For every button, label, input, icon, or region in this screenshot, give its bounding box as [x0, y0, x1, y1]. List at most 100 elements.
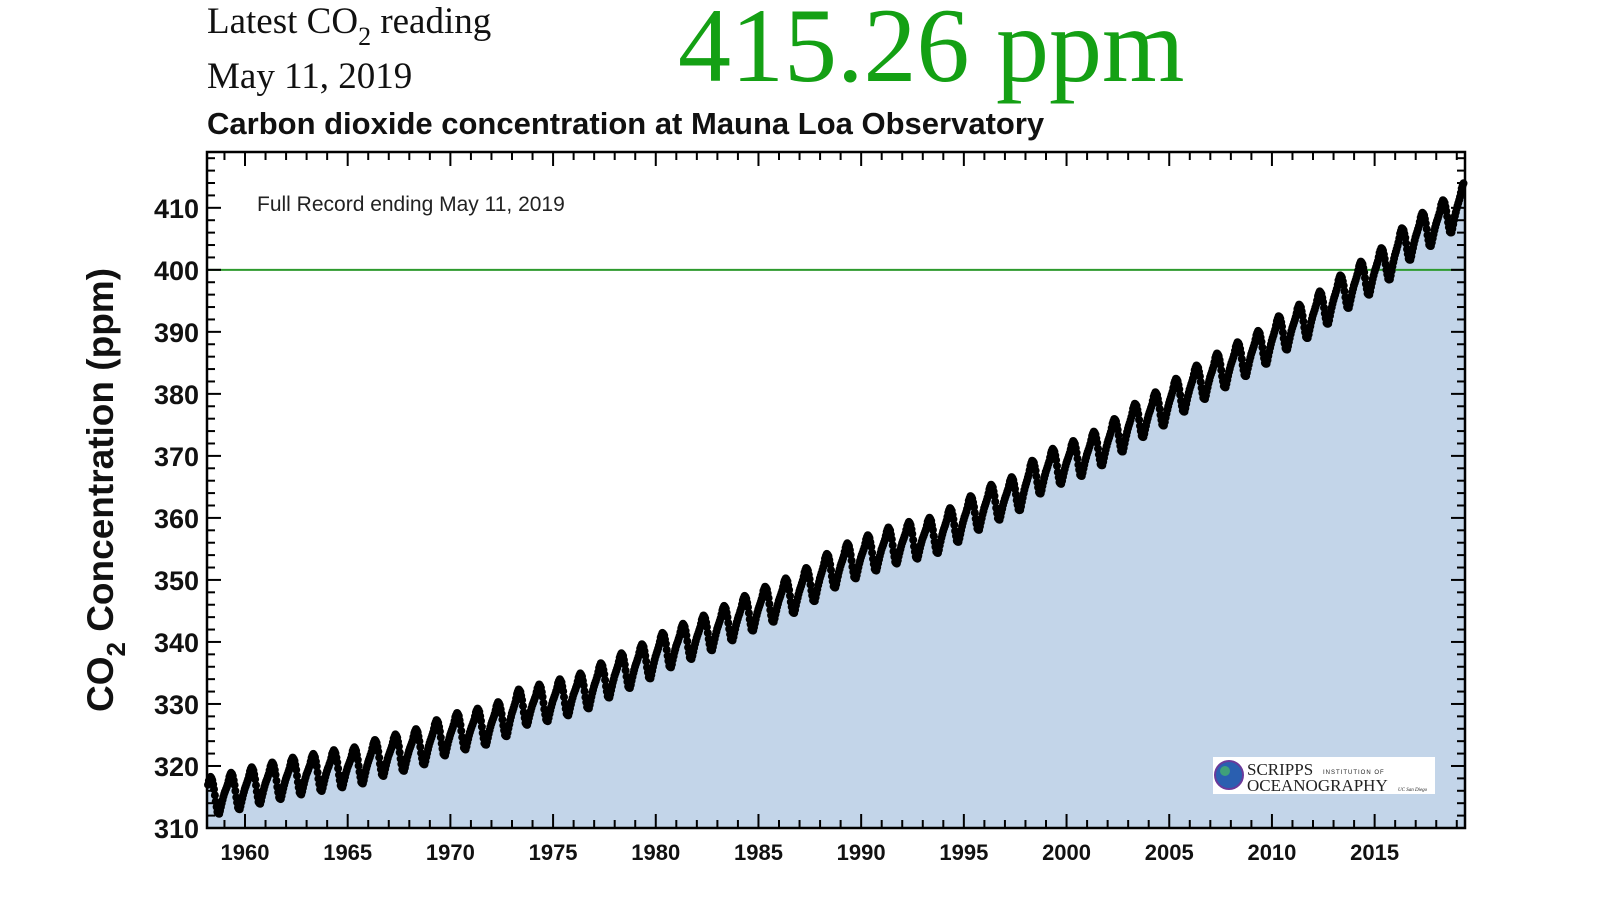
y-tick-label: 410	[154, 194, 199, 224]
data-point	[1340, 287, 1349, 296]
logo-line1: SCRIPPS	[1247, 760, 1313, 779]
data-point	[354, 761, 363, 770]
data-point	[970, 508, 979, 517]
data-point	[477, 722, 486, 731]
data-point	[929, 531, 938, 540]
data-point	[786, 591, 794, 600]
data-point	[908, 530, 917, 538]
data-point	[1176, 390, 1185, 399]
data-point	[231, 787, 240, 795]
latest-reading-date: May 11, 2019	[207, 56, 413, 97]
x-tick-label: 2000	[1042, 840, 1091, 865]
x-tick-label: 1980	[631, 840, 680, 865]
data-point	[744, 609, 753, 618]
data-point	[313, 768, 322, 777]
data-point	[621, 666, 630, 675]
data-point	[887, 535, 896, 544]
y-tick-label: 360	[154, 504, 199, 534]
x-tick-label: 1975	[529, 840, 578, 865]
data-point	[1053, 461, 1061, 470]
data-point	[724, 618, 733, 627]
data-point	[1032, 472, 1041, 481]
data-point	[1422, 225, 1431, 234]
data-point	[518, 696, 527, 705]
plot-frame	[205, 150, 1467, 830]
data-point	[416, 743, 425, 751]
data-point	[683, 637, 692, 646]
data-point	[251, 775, 260, 784]
logo-line2: OCEANOGRAPHY	[1247, 776, 1388, 795]
data-point	[846, 550, 855, 559]
data-point	[435, 727, 444, 736]
y-axis-label: CO2 Concentration (ppm)	[80, 268, 131, 712]
latest-label-text: Latest CO	[207, 1, 359, 42]
data-point	[1361, 274, 1369, 282]
data-point	[477, 716, 485, 725]
logo-line2-small: UC San Diego	[1398, 788, 1428, 793]
chart-title: Carbon dioxide concentration at Mauna Lo…	[207, 106, 1045, 141]
data-point	[1135, 415, 1144, 424]
x-tick-label: 1965	[323, 840, 372, 865]
data-point	[642, 657, 651, 666]
y-axis-label-subscript: 2	[101, 642, 131, 656]
y-tick-label: 340	[154, 628, 199, 658]
data-point	[292, 765, 301, 774]
data-point	[868, 548, 877, 557]
data-point	[991, 497, 1000, 506]
record-annotation: Full Record ending May 11, 2019	[257, 193, 565, 216]
data-point	[1278, 328, 1287, 337]
data-point	[252, 781, 260, 790]
data-point	[353, 755, 362, 764]
data-point	[1196, 377, 1205, 386]
data-point	[374, 747, 383, 756]
data-point	[272, 776, 281, 785]
data-point	[375, 753, 384, 762]
data-point	[539, 698, 548, 707]
x-tick-label: 1985	[734, 840, 783, 865]
data-point	[394, 742, 403, 751]
x-tick-label: 1990	[837, 840, 886, 865]
data-point	[888, 541, 897, 550]
y-axis-label-post: Concentration (ppm)	[80, 268, 121, 642]
data-point	[333, 758, 342, 767]
y-tick-label: 370	[154, 442, 199, 472]
data-point	[580, 687, 589, 696]
data-point	[950, 521, 959, 529]
y-tick-label: 320	[154, 752, 199, 782]
data-point	[662, 645, 671, 654]
data-point	[1402, 239, 1411, 248]
latest-label-subscript: 2	[358, 22, 372, 51]
data-point	[867, 542, 876, 551]
data-point	[560, 693, 568, 702]
data-point	[909, 536, 918, 544]
latest-reading-value: 415.26 ppm	[678, 0, 1185, 104]
data-point	[312, 762, 321, 771]
area-fill	[208, 183, 1465, 829]
data-point	[519, 702, 527, 711]
data-point	[1073, 454, 1082, 463]
x-tick-label: 2010	[1247, 840, 1296, 865]
data-point	[210, 791, 219, 800]
data-point	[334, 764, 343, 773]
data-point	[764, 594, 773, 603]
scripps-logo: SCRIPPS INSTITUTION OF OCEANOGRAPHY UC S…	[1213, 757, 1435, 795]
data-point	[601, 676, 610, 685]
data-point	[1217, 366, 1226, 375]
latest-label-text-end: reading	[371, 1, 492, 42]
data-point	[498, 715, 507, 724]
data-point	[538, 692, 547, 701]
data-point	[703, 628, 712, 637]
x-tick-label: 1970	[426, 840, 475, 865]
latest-reading-label: Latest CO2 reading	[207, 0, 492, 50]
x-tick-label: 1960	[221, 840, 270, 865]
logo-line1-small: INSTITUTION OF	[1323, 770, 1385, 776]
y-tick-label: 400	[154, 256, 199, 286]
globe-land-icon	[1220, 766, 1230, 776]
data-point	[395, 748, 404, 757]
data-point	[1237, 355, 1246, 363]
x-tick-label: 1995	[939, 840, 988, 865]
data-point	[436, 733, 445, 742]
data-point	[765, 600, 774, 608]
data-point	[1155, 405, 1164, 413]
